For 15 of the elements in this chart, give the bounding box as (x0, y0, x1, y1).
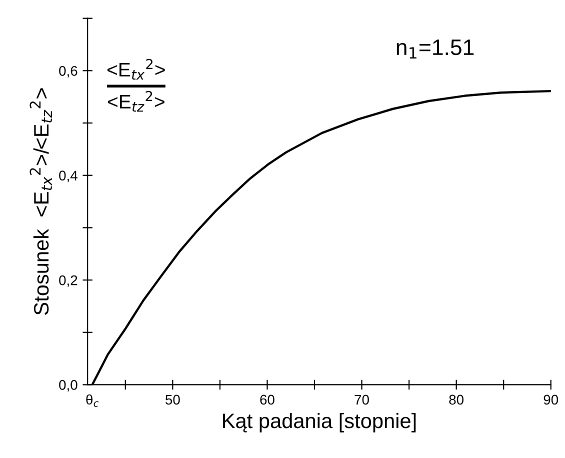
x-axis-title: Kąt padania [stopnie] (223, 412, 416, 432)
y-tick-label: 0,2 (59, 275, 78, 287)
y-tick-label: 0,6 (59, 66, 78, 78)
y-tick-label: 0,4 (59, 170, 78, 182)
x-tick-label: θ$_{c}$ (86, 394, 99, 407)
x-tick-label: 60 (260, 394, 274, 405)
annotation: <E$_{tx}$$^{2}$> (108, 58, 165, 80)
x-tick-label: 50 (166, 394, 180, 405)
x-tick-label: 80 (449, 394, 464, 405)
x-tick-label: 90 (544, 394, 558, 405)
annotation: n$_{1}$=1.51 (396, 40, 474, 59)
annotation: <E$_{tz}$$^{2}$> (108, 90, 164, 112)
y-axis-title: Stosunek <E$_{tx}$$^{2}$>/<E$_{tz}$$^{2}$> (30, 88, 52, 315)
y-tick-label: 0,0 (59, 380, 78, 392)
x-tick-label: 70 (354, 394, 369, 405)
